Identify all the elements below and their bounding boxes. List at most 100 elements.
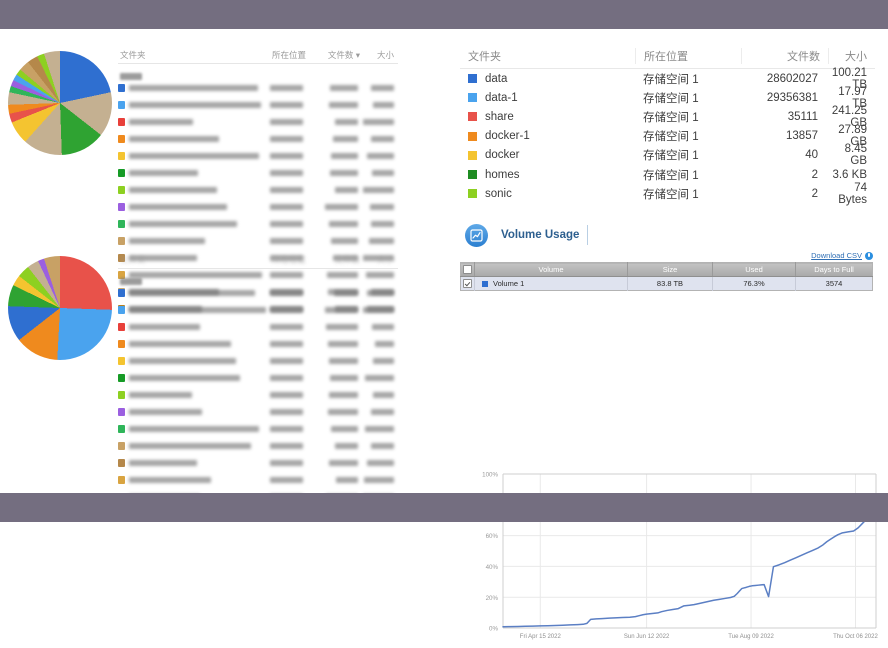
color-swatch-icon [118, 236, 125, 245]
cell-folder: share [460, 111, 635, 123]
cell-location: 存储空间 1 [643, 92, 699, 105]
color-swatch-icon [118, 475, 125, 484]
cell-location: 存储空间 1 [643, 73, 699, 86]
table-row[interactable] [118, 96, 398, 113]
cell-count [318, 323, 358, 330]
table-row[interactable] [118, 130, 398, 147]
pie-chart-top-graphic [8, 51, 112, 155]
table-row[interactable]: share 存储空间 1 35111 241.25 GB [460, 105, 875, 129]
cell-count [318, 186, 358, 193]
cell-size [358, 306, 398, 313]
column-header-folder[interactable]: 文件夹 [468, 50, 501, 63]
tab-volume-usage[interactable]: Volume Usage [495, 225, 589, 245]
cell-count [318, 408, 358, 415]
color-swatch-icon [118, 356, 125, 365]
window-top-bar [0, 0, 888, 29]
cell-size: 17.97 TB [838, 85, 867, 110]
table-row[interactable] [118, 113, 398, 130]
color-swatch-icon [118, 270, 125, 279]
volume-header-used[interactable]: Used [712, 262, 796, 277]
cell-folder [129, 323, 270, 330]
cell-size: 3.6 KB [832, 168, 867, 181]
volume-header-checkbox[interactable] [460, 262, 475, 277]
color-swatch-icon [118, 151, 125, 160]
table-row[interactable] [118, 266, 398, 283]
table-row[interactable]: docker 存储空间 1 40 8.45 GB [460, 143, 875, 167]
table-row[interactable] [118, 437, 398, 454]
table-row[interactable] [118, 79, 398, 96]
table-row[interactable] [118, 454, 398, 471]
table-row[interactable]: homes 存储空间 1 2 3.6 KB [460, 165, 875, 184]
right-panel: 文件夹 所在位置 文件数 大小 data 存储空间 1 28602027 100.21… [455, 29, 878, 640]
table-row[interactable] [118, 232, 398, 249]
table-row[interactable]: data-1 存储空间 1 29356381 17.97 TB [460, 85, 875, 110]
table-row[interactable] [118, 403, 398, 420]
y-axis-tick-label: 60% [486, 533, 499, 540]
cell-count [318, 254, 358, 261]
x-axis-tick-label: Sun Jun 12 2022 [624, 634, 670, 640]
cell-location [270, 391, 318, 398]
header-name: 文件夹 [120, 50, 146, 60]
cell-folder [129, 442, 270, 449]
cell-folder [129, 425, 270, 432]
table-row[interactable] [118, 164, 398, 181]
table-row[interactable] [118, 420, 398, 437]
cell-location [270, 476, 318, 483]
table-row[interactable]: docker-1 存储空间 1 13857 27.89 GB [460, 124, 875, 148]
download-csv-link[interactable]: Download CSV [811, 251, 862, 260]
table-row[interactable] [118, 352, 398, 369]
table-row[interactable]: data 存储空间 1 28602027 100.21 TB [460, 67, 875, 91]
table-row[interactable] [118, 198, 398, 215]
cell-count [318, 306, 358, 313]
volume-row-name-cell: Volume 1 [474, 276, 628, 291]
color-swatch-icon [118, 390, 125, 399]
color-swatch-icon [118, 339, 125, 348]
color-swatch-icon [468, 189, 477, 199]
table-row[interactable] [118, 335, 398, 352]
table-row[interactable] [118, 301, 398, 318]
volume-header-volume[interactable]: Volume [474, 262, 628, 277]
cell-folder [129, 237, 270, 244]
color-swatch-icon [118, 441, 125, 450]
table-row[interactable] [118, 147, 398, 164]
table-row[interactable] [118, 215, 398, 232]
blurred-group-label [118, 272, 398, 285]
column-header-location[interactable]: 所在位置 [635, 47, 741, 64]
select-all-checkbox[interactable] [463, 265, 472, 275]
folder-name: data [485, 72, 508, 85]
cell-folder: homes [460, 169, 635, 181]
table-row[interactable] [118, 386, 398, 403]
cell-folder [129, 254, 270, 261]
cell-size [358, 476, 398, 483]
table-row[interactable] [118, 471, 398, 488]
color-swatch-icon [118, 288, 125, 297]
table-row[interactable] [118, 181, 398, 198]
volume-row-days: 3574 [795, 276, 873, 291]
table-row[interactable] [118, 318, 398, 335]
column-header-size[interactable]: 大小 [828, 47, 875, 64]
cell-location: 存储空间 1 [643, 111, 699, 124]
volume-row-checkbox-cell[interactable] [460, 276, 475, 291]
table-row[interactable] [118, 284, 398, 301]
volume-header-days[interactable]: Days to Full [795, 262, 873, 277]
cell-location [270, 408, 318, 415]
row-checkbox[interactable] [463, 279, 472, 289]
table-row[interactable] [118, 369, 398, 386]
cell-size [358, 459, 398, 466]
y-axis-tick-label: 100% [482, 472, 498, 479]
left-blurred-panel: 文件夹 所在位置 文件数 ▾ 大小 文件夹 所在位置 文件数 大小 [0, 29, 410, 518]
volume-row-size: 83.8 TB [627, 276, 713, 291]
volume-header-size[interactable]: Size [627, 262, 713, 277]
cell-folder [129, 476, 270, 483]
folder-list-table: 文件夹 所在位置 文件数 大小 data 存储空间 1 28602027 100.21… [460, 43, 875, 206]
cell-folder [129, 101, 270, 108]
window-bottom-bar [0, 493, 888, 522]
header-count: 文件数 ▾ [327, 50, 360, 60]
cell-size [358, 357, 398, 364]
table-row[interactable]: sonic 存储空间 1 2 74 Bytes [460, 182, 875, 206]
download-icon[interactable] [865, 251, 873, 260]
cell-location [270, 340, 318, 347]
volume-table-row[interactable]: Volume 1 83.8 TB 76.3% 3574 [460, 276, 873, 291]
table-row[interactable] [118, 249, 398, 266]
column-header-count[interactable]: 文件数 [741, 47, 828, 64]
